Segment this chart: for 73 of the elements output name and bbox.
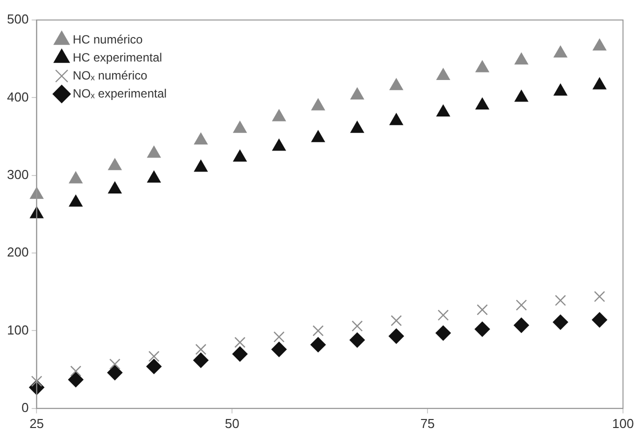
point xyxy=(271,342,287,357)
point xyxy=(390,315,402,326)
point xyxy=(147,146,161,158)
point xyxy=(476,98,489,110)
point xyxy=(552,314,568,330)
point xyxy=(350,121,364,133)
y-tick-label: 500 xyxy=(6,12,29,27)
point xyxy=(554,46,568,58)
point xyxy=(272,139,286,151)
point xyxy=(310,337,326,352)
y-tick-label: 100 xyxy=(6,322,29,338)
point xyxy=(350,88,364,100)
point xyxy=(476,304,488,316)
point xyxy=(390,78,403,90)
point xyxy=(147,170,161,183)
x-tick-label: 100 xyxy=(612,416,634,431)
point xyxy=(388,328,404,344)
point xyxy=(311,130,325,142)
point xyxy=(195,344,206,355)
point xyxy=(232,346,248,362)
point xyxy=(514,318,529,333)
point xyxy=(30,206,44,218)
point xyxy=(69,194,82,207)
point xyxy=(312,325,324,336)
point xyxy=(272,110,286,122)
point xyxy=(234,336,246,348)
x-tick-label: 50 xyxy=(224,416,240,431)
legend-label: HC experimental xyxy=(72,50,162,64)
point xyxy=(436,325,451,341)
point xyxy=(68,372,84,388)
point xyxy=(31,376,42,387)
point xyxy=(514,90,528,102)
point xyxy=(436,68,450,80)
point xyxy=(390,113,403,126)
point xyxy=(233,121,247,133)
point xyxy=(516,300,527,311)
point xyxy=(146,358,162,374)
y-tick-label: 200 xyxy=(6,244,29,260)
x-tick-label: 25 xyxy=(29,416,44,431)
point xyxy=(594,290,606,302)
point xyxy=(592,38,606,51)
point xyxy=(69,172,82,184)
point xyxy=(193,352,208,368)
point xyxy=(107,365,122,380)
point xyxy=(108,158,122,170)
x-tick-label: 75 xyxy=(420,416,435,431)
legend-label: NOₓ experimental xyxy=(72,86,167,100)
point xyxy=(148,350,160,362)
point xyxy=(592,78,606,90)
y-tick-label: 400 xyxy=(6,89,29,104)
point xyxy=(592,312,608,328)
point xyxy=(30,187,44,199)
point xyxy=(554,294,566,306)
point xyxy=(474,322,490,337)
point xyxy=(350,332,365,348)
point xyxy=(194,160,208,172)
y-tick-label: 0 xyxy=(21,400,29,415)
point xyxy=(311,98,325,110)
point xyxy=(436,104,450,117)
legend-label: NOₓ numérico xyxy=(72,68,148,82)
point xyxy=(438,310,449,321)
point xyxy=(70,366,82,377)
point xyxy=(108,182,122,194)
point xyxy=(109,358,120,370)
point xyxy=(554,84,568,96)
point xyxy=(273,331,285,342)
point xyxy=(233,150,247,162)
point xyxy=(476,60,489,72)
point xyxy=(352,320,363,332)
point xyxy=(514,52,528,64)
legend-label: HC numérico xyxy=(72,32,144,46)
point xyxy=(194,132,208,145)
y-tick-label: 300 xyxy=(6,166,29,182)
